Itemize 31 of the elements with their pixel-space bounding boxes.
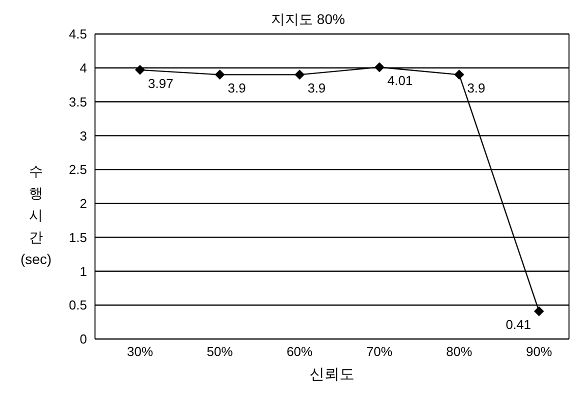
point	[294, 70, 305, 80]
data-label: 0.41	[506, 317, 531, 332]
x-tick-label: 30%	[126, 344, 154, 360]
y-tick-label: 4.5	[68, 26, 87, 42]
point	[214, 70, 225, 80]
y-tick-label: 2.5	[68, 162, 87, 178]
y-tick-label: 0	[80, 332, 87, 347]
x-axis-title: 신뢰도	[310, 366, 354, 383]
x-tick-label: 60%	[286, 344, 314, 360]
data-label: 4.01	[387, 73, 413, 88]
x-tick-label: 80%	[446, 344, 473, 360]
point	[374, 62, 384, 72]
chart-title: 지지도 80%	[271, 11, 345, 27]
data-label: 3.9	[308, 80, 326, 96]
y-tick-label: 1.5	[68, 230, 87, 245]
data-label: 3.9	[228, 80, 246, 96]
point	[135, 64, 145, 75]
y-tick-label: 1	[80, 264, 87, 279]
point	[534, 306, 544, 316]
y-tick-label: 4	[80, 60, 87, 76]
y-axis-title: 수행시간 (sec)	[20, 163, 52, 267]
x-tick-label: 70%	[366, 344, 393, 360]
y-tick-label: 3.5	[68, 94, 87, 110]
data-label: 3.97	[148, 76, 174, 91]
y-tick-label: 3	[80, 128, 87, 144]
y-tick-label: 2	[80, 196, 87, 212]
data-label: 3.9	[467, 80, 486, 96]
y-tick-label: 0.5	[68, 298, 87, 313]
x-tick-label: 50%	[206, 344, 234, 360]
point	[454, 70, 464, 80]
x-tick-label: 90%	[526, 344, 552, 360]
